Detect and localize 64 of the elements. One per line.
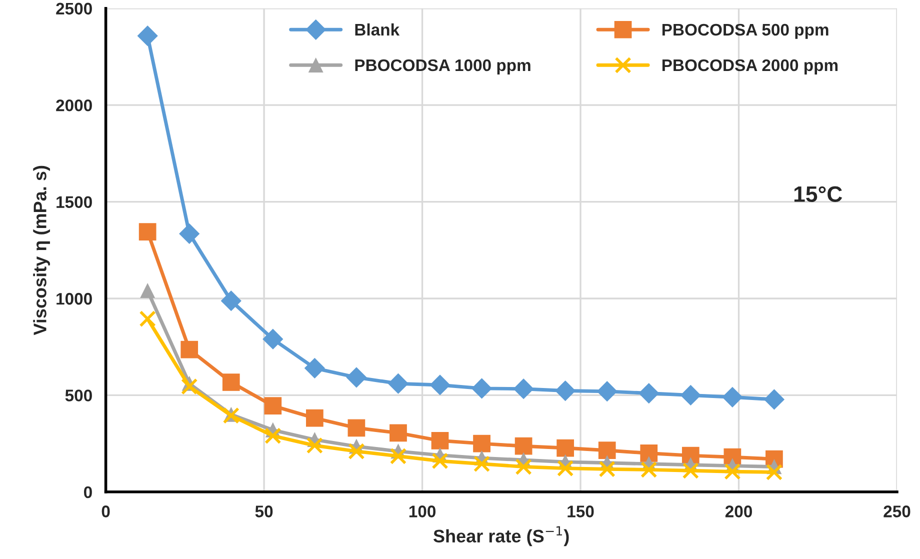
- point: [514, 437, 532, 455]
- point: [598, 460, 616, 478]
- point: [264, 427, 282, 444]
- x-tick-label: 200: [725, 506, 752, 518]
- y-tick-label: 1000: [56, 292, 92, 305]
- point: [304, 358, 325, 378]
- point: [598, 442, 616, 460]
- y-tick-label: 2500: [56, 2, 92, 15]
- y-tick-label: 1500: [56, 196, 92, 208]
- annotation: 15°C: [794, 186, 842, 202]
- point: [348, 419, 366, 437]
- point: [262, 328, 284, 350]
- x-tick-label: 50: [255, 506, 273, 518]
- point: [137, 26, 158, 46]
- x-tick-label: 150: [568, 506, 594, 518]
- point: [640, 444, 658, 462]
- point: [764, 389, 784, 410]
- point: [138, 223, 156, 240]
- point: [638, 383, 660, 404]
- point: [306, 437, 324, 454]
- point: [348, 442, 365, 460]
- x-axis-title: Shear rate (S$^{−1}$): [433, 526, 569, 546]
- point: [306, 409, 324, 427]
- y-tick-label: 2000: [56, 99, 92, 112]
- point: [473, 434, 490, 452]
- point: [346, 367, 367, 388]
- x-tick-label: 100: [409, 506, 436, 518]
- point: [472, 378, 492, 399]
- point: [680, 385, 701, 406]
- legend-label: PBOCODSA 500 ppm: [662, 24, 828, 39]
- point: [222, 374, 240, 391]
- point: [390, 424, 407, 442]
- point: [596, 381, 618, 402]
- y-tick-label: 500: [65, 390, 92, 402]
- y-axis-title: Viscosity η (mPa. s): [33, 166, 50, 336]
- point: [432, 452, 448, 470]
- point: [682, 462, 699, 479]
- y-tick-label: 0: [84, 486, 92, 498]
- legend-label: PBOCODSA 1000 ppm: [355, 59, 530, 74]
- point: [139, 310, 156, 328]
- point: [556, 439, 574, 457]
- point: [140, 283, 155, 298]
- point: [430, 374, 450, 396]
- point: [181, 378, 198, 395]
- point: [724, 463, 741, 480]
- point: [388, 373, 408, 394]
- x-tick-label: 0: [102, 506, 110, 518]
- legend-label: Blank: [355, 23, 400, 36]
- point: [513, 378, 534, 399]
- point: [390, 448, 407, 464]
- point: [220, 290, 242, 311]
- legend-label: PBOCODSA 2000 ppm: [662, 59, 838, 74]
- x-tick-label: 250: [884, 506, 910, 518]
- point: [431, 432, 449, 450]
- point: [264, 397, 282, 415]
- point: [555, 380, 576, 401]
- point: [473, 456, 490, 472]
- point: [722, 386, 743, 408]
- point: [640, 461, 658, 478]
- point: [515, 458, 532, 476]
- point: [556, 460, 574, 477]
- point: [766, 464, 783, 481]
- point: [180, 340, 198, 358]
- point: [179, 224, 200, 244]
